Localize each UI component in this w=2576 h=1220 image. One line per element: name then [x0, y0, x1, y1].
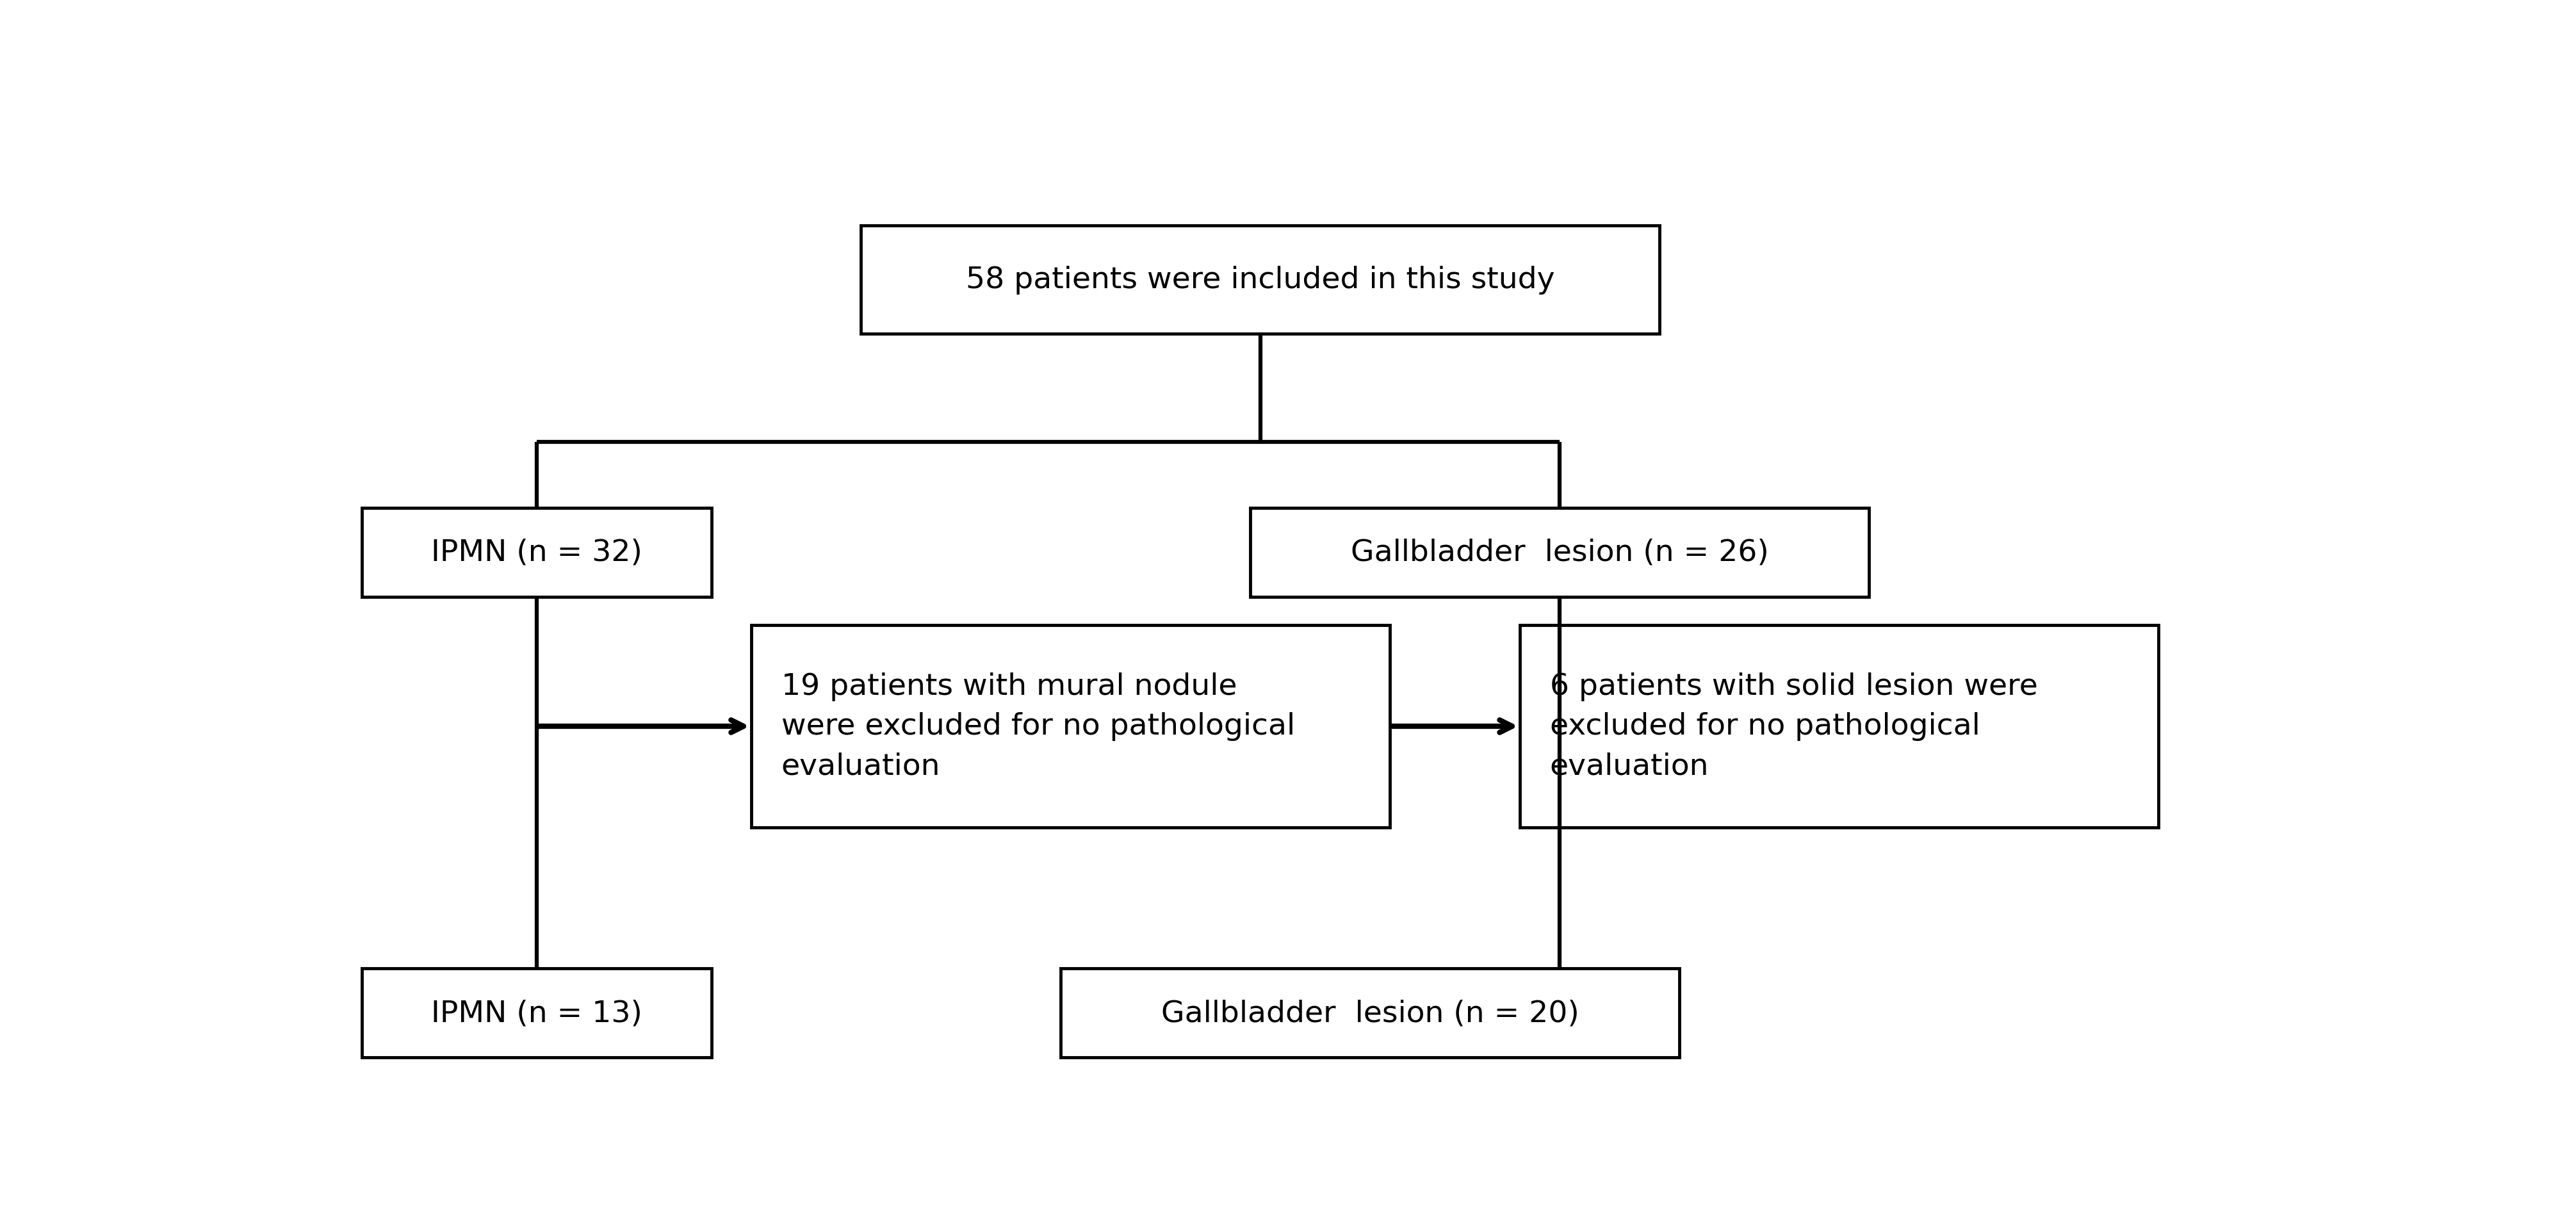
Text: 6 patients with solid lesion were
excluded for no pathological
evaluation: 6 patients with solid lesion were exclud…: [1551, 672, 2038, 781]
FancyBboxPatch shape: [1520, 626, 2159, 827]
FancyBboxPatch shape: [1249, 508, 1870, 598]
Text: Gallbladder  lesion (n = 20): Gallbladder lesion (n = 20): [1162, 999, 1579, 1027]
FancyBboxPatch shape: [860, 226, 1659, 334]
FancyBboxPatch shape: [752, 626, 1391, 827]
FancyBboxPatch shape: [361, 508, 711, 598]
Text: 19 patients with mural nodule
were excluded for no pathological
evaluation: 19 patients with mural nodule were exclu…: [781, 672, 1296, 781]
Text: IPMN (n = 13): IPMN (n = 13): [430, 999, 641, 1027]
Text: IPMN (n = 32): IPMN (n = 32): [430, 538, 641, 567]
Text: 58 patients were included in this study: 58 patients were included in this study: [966, 266, 1556, 295]
FancyBboxPatch shape: [361, 969, 711, 1058]
Text: Gallbladder  lesion (n = 26): Gallbladder lesion (n = 26): [1350, 538, 1770, 567]
FancyBboxPatch shape: [1061, 969, 1680, 1058]
